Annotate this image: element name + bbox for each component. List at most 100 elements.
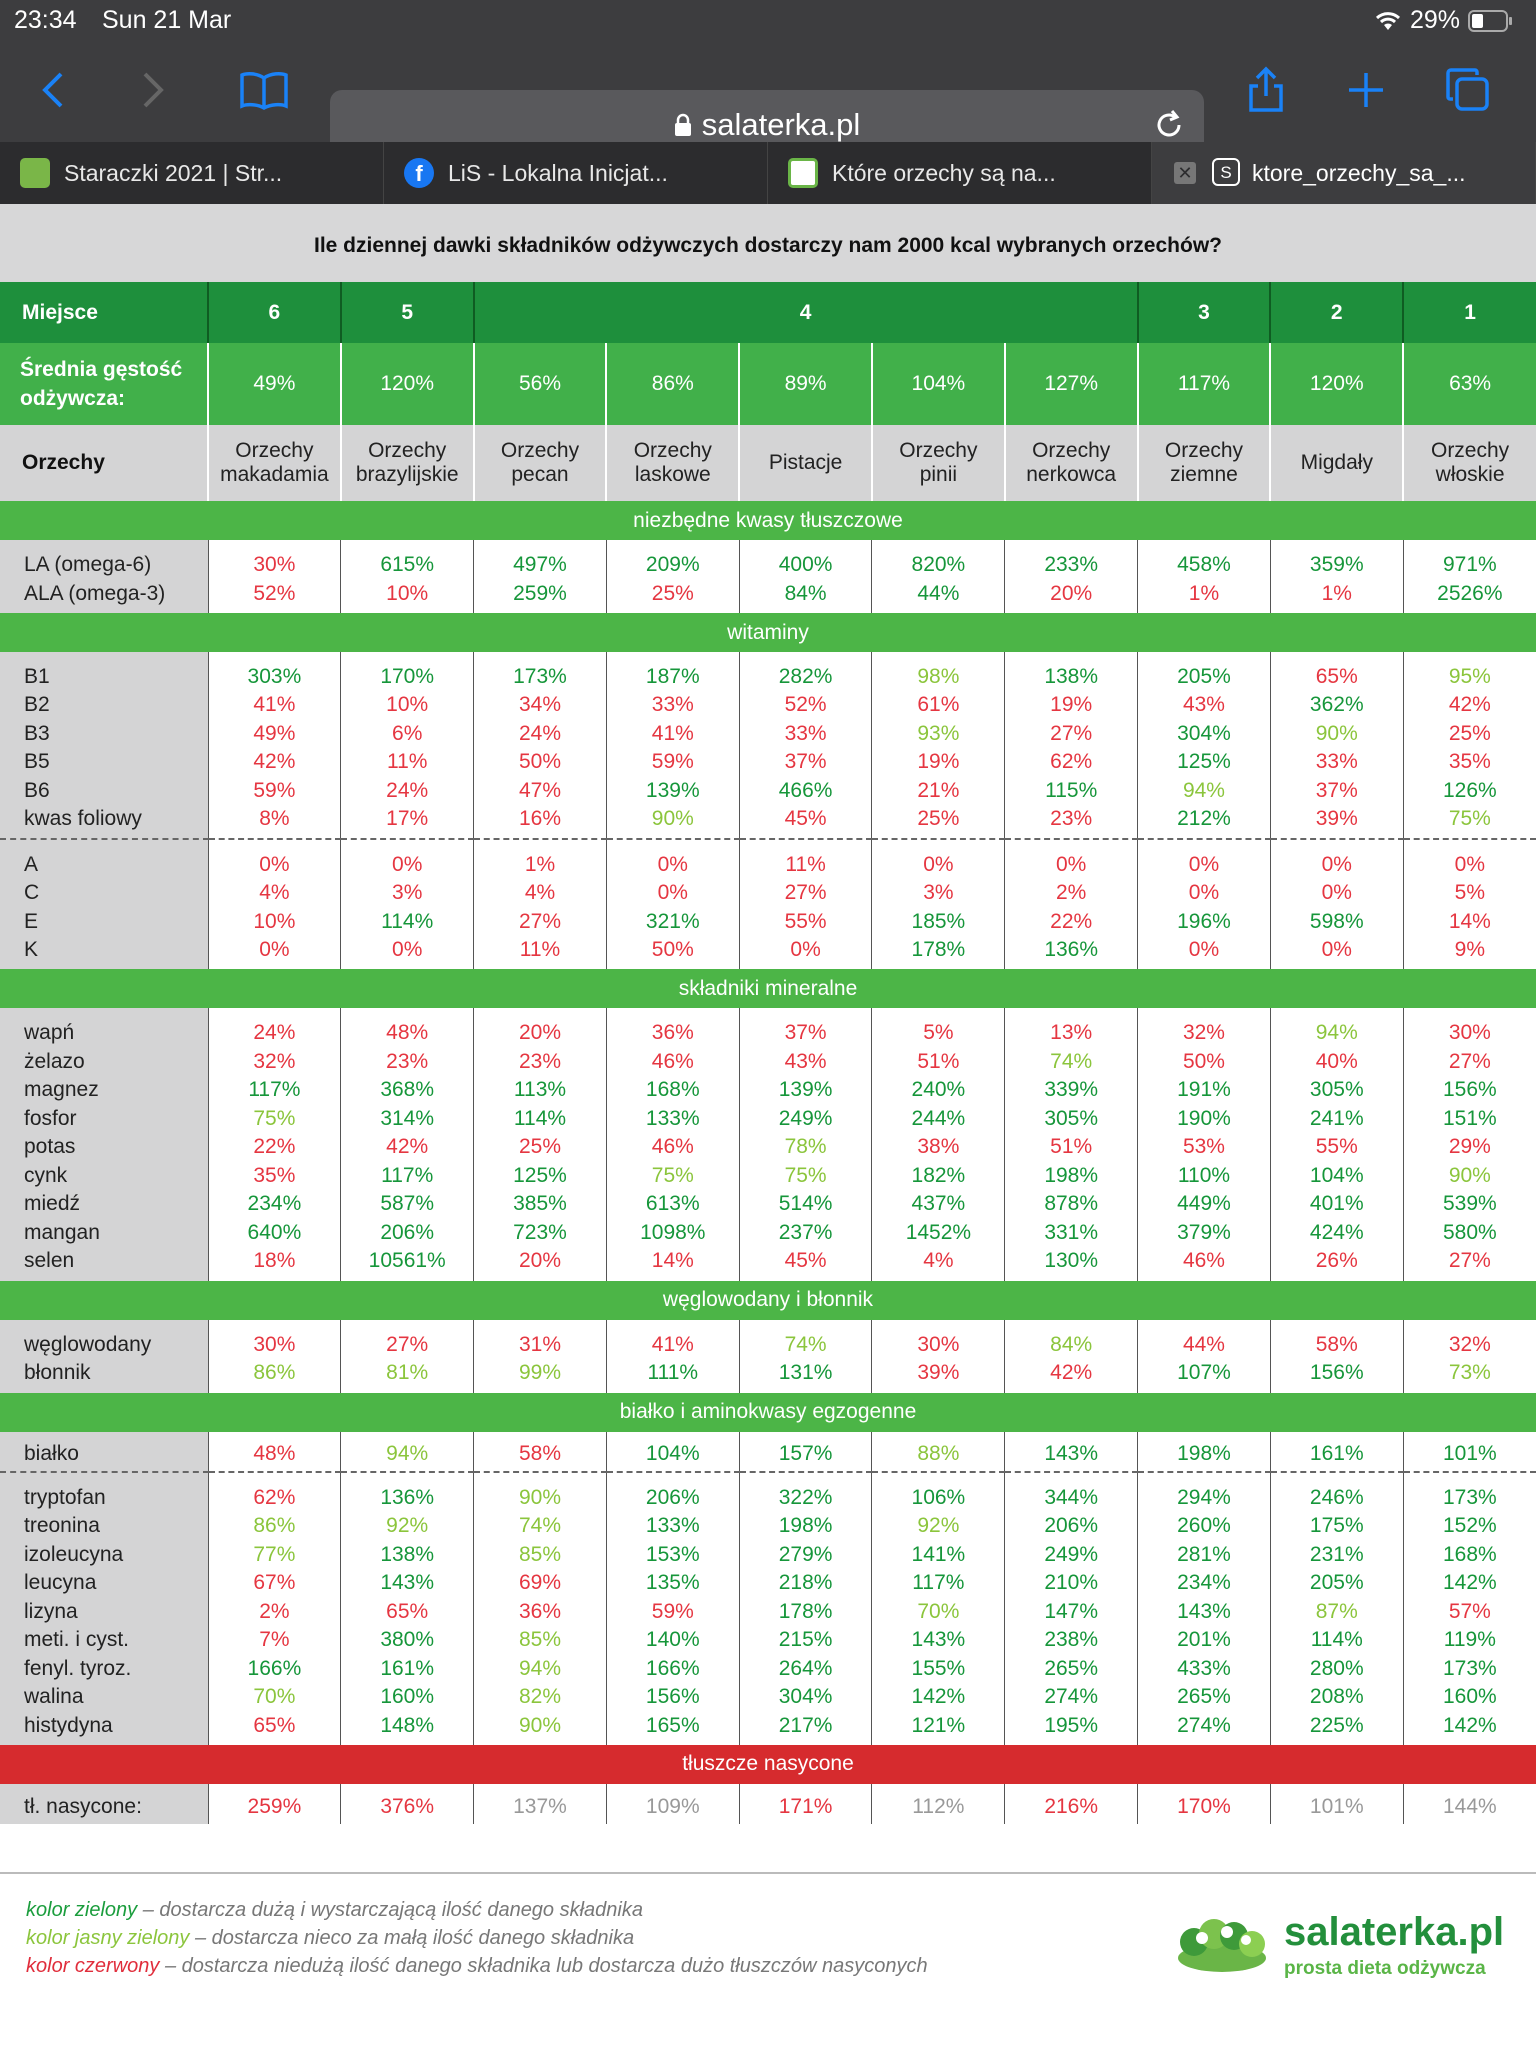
nutrient-value: 9% (1454, 938, 1486, 961)
nutrient-values-column: 30% 52% (207, 540, 341, 613)
bookmarks-button[interactable] (234, 60, 294, 120)
nutrient-value: 58% (518, 1442, 561, 1465)
nutrient-label: błonnik (24, 1361, 91, 1384)
tabs-overview-button[interactable] (1438, 60, 1498, 120)
nutrient-value: 95% (1448, 664, 1491, 688)
nutrient-label: cynk (24, 1163, 68, 1187)
nutrient-value: 84% (1050, 1332, 1093, 1356)
nutrient-value: 33% (784, 721, 827, 745)
nutrient-values-column: 0% 4% 10% 0% (207, 838, 341, 969)
tab-salaterka[interactable]: Które orzechy są na... (768, 142, 1152, 204)
nutrient-label: A (24, 852, 39, 876)
nutrient-value: 59% (651, 750, 694, 773)
nutrient-value: 171% (778, 1794, 833, 1818)
tab-lis[interactable]: f LiS - Lokalna Inicjat... (384, 142, 768, 204)
forward-button[interactable] (124, 60, 184, 120)
nutrient-values-column: 48% 23% 368% 314% 42% 117% 587% 206% 10561% (340, 1008, 474, 1281)
nutrient-value: 598% (1309, 909, 1364, 933)
density-value: 89% (738, 343, 872, 425)
nutrient-values-column: 322% 198% 279% 218% 178% 215% 264% 304% 217% (738, 1471, 872, 1745)
nutrient-values-column: 24% 32% 117% 75% 22% 35% 234% 640% 18% (207, 1008, 341, 1281)
nutrient-value: 0% (923, 852, 954, 876)
nutrient-value: 878% (1044, 1192, 1099, 1215)
nutrient-value: 139% (778, 1078, 833, 1101)
nutrient-value: 168% (1442, 1542, 1497, 1566)
back-button[interactable] (22, 60, 82, 120)
nutrient-value: 151% (1442, 1106, 1497, 1130)
nutrient-value: 0% (1056, 852, 1087, 876)
nutrient-value: 10% (386, 581, 429, 605)
nutrient-value: 90% (1448, 1163, 1491, 1187)
nutrient-value: 18% (253, 1249, 296, 1272)
nutrient-value: 238% (1044, 1628, 1099, 1651)
nutrient-value: 152% (1442, 1514, 1497, 1537)
nutrient-value: 42% (1448, 693, 1491, 716)
nut-name-line2: ziemne (1170, 463, 1238, 486)
nutrient-values-column: 84% 42% (1004, 1319, 1138, 1393)
nutrient-value: 201% (1177, 1628, 1231, 1651)
nutrient-value: 7% (259, 1628, 290, 1651)
nutrient-value: 42% (1050, 1361, 1093, 1384)
section-header: witaminy (0, 613, 1536, 652)
nutrient-value: 208% (1309, 1685, 1364, 1708)
new-tab-button[interactable] (1336, 60, 1396, 120)
close-tab-icon[interactable]: ✕ (1174, 162, 1196, 184)
nutrient-value: 23% (1050, 807, 1093, 830)
nutrient-value: 198% (778, 1514, 833, 1537)
nut-names-row: Orzechy Orzechy makadamia Orzechy brazylijsk… (0, 425, 1536, 501)
nutrient-value: 160% (1442, 1685, 1497, 1708)
nutrient-value: 138% (380, 1542, 435, 1566)
nutrient-value: 1% (1321, 581, 1352, 605)
place-rank: 6 (207, 282, 341, 343)
density-value: 56% (472, 343, 607, 425)
nutrient-value: 155% (911, 1656, 966, 1680)
nutrient-value: 168% (645, 1078, 700, 1101)
nutrient-values-column: 170% 10% 6% 11% 24% 17% (340, 652, 474, 839)
nutrient-value: 265% (1177, 1685, 1231, 1708)
nutrient-value: 5% (923, 1021, 954, 1044)
facebook-icon: f (404, 158, 434, 188)
nutrient-value: 376% (380, 1794, 435, 1818)
share-button[interactable] (1236, 60, 1296, 120)
nutrient-value: 2% (259, 1599, 290, 1623)
tab-title: LiS - Lokalna Inicjat... (448, 159, 668, 186)
nutrient-label: tł. nasycone: (24, 1794, 142, 1818)
nutrient-value: 1% (1188, 581, 1220, 605)
nutrient-value: 109% (645, 1794, 700, 1818)
tab-current-image[interactable]: ✕ S ktore_orzechy_sa_... (1152, 142, 1536, 204)
nutrient-value: 0% (1188, 881, 1220, 904)
nutrient-value: 206% (1044, 1514, 1099, 1537)
nutrient-group: białko 48% 94% 58% 104% 157% 88% 143% 198% 161% 10… (0, 1431, 1536, 1472)
nutrient-value: 466% (778, 778, 833, 802)
nutrient-values-column: 259% (207, 1783, 341, 1824)
nutrient-values-column: 971% 2526% (1402, 540, 1536, 613)
nut-name: Pistacje (738, 425, 872, 501)
nutrient-value: 94% (386, 1442, 429, 1465)
nutrient-value: 31% (518, 1332, 561, 1356)
nutrient-value: 115% (1045, 778, 1098, 802)
tab-staraczki[interactable]: Staraczki 2021 | Str... (0, 142, 384, 204)
place-rank: 3 (1136, 282, 1271, 343)
nut-name: Migdały (1269, 425, 1404, 501)
nutrient-value: 8% (259, 807, 290, 830)
nutrient-value: 0% (1188, 852, 1220, 876)
nutrient-value: 160% (380, 1685, 435, 1708)
nutrient-value: 195% (1044, 1713, 1099, 1737)
nutrient-value: 77% (253, 1542, 296, 1566)
nutrient-value: 94% (1315, 1021, 1358, 1044)
nutrient-value: 50% (518, 750, 561, 773)
nutrient-value: 458% (1177, 553, 1231, 576)
nutrient-value: 140% (645, 1628, 700, 1651)
nutrient-value: 437% (911, 1192, 966, 1215)
nutrient-value: 59% (651, 1599, 694, 1623)
nutrient-value: 249% (778, 1106, 833, 1130)
nutrient-value: 117% (248, 1078, 301, 1101)
nutrient-value: 112% (912, 1794, 965, 1818)
nutrient-labels: tł. nasycone: (0, 1783, 208, 1824)
status-bar: 23:34 Sun 21 Mar 29% (0, 0, 1536, 40)
nutrient-value: 241% (1309, 1106, 1364, 1130)
nutrient-value: 65% (253, 1713, 296, 1737)
reload-icon[interactable] (1152, 108, 1186, 142)
nutrient-values-column: 0% 3% 114% 0% (340, 838, 474, 969)
nutrient-value: 143% (911, 1628, 966, 1651)
